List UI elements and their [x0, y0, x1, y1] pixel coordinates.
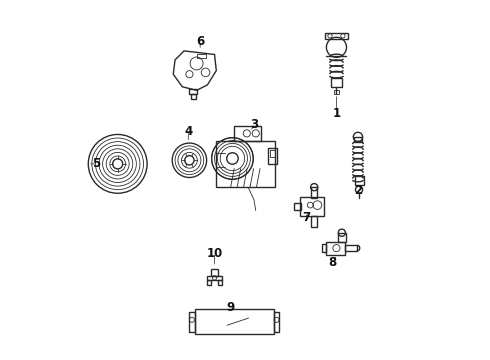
Bar: [207, 276, 222, 280]
Bar: [195, 310, 274, 334]
Bar: [345, 245, 357, 251]
Text: 2: 2: [354, 184, 362, 197]
Bar: [270, 149, 275, 157]
Bar: [269, 148, 277, 164]
Bar: [338, 233, 346, 242]
Bar: [354, 137, 362, 142]
Bar: [294, 203, 300, 211]
Bar: [322, 244, 326, 252]
Bar: [326, 242, 345, 255]
Bar: [190, 89, 197, 94]
Text: 5: 5: [92, 157, 100, 170]
Polygon shape: [173, 51, 216, 90]
Text: 6: 6: [196, 35, 204, 49]
Bar: [211, 269, 218, 276]
Bar: [311, 216, 318, 226]
Bar: [300, 197, 323, 216]
Bar: [355, 176, 364, 185]
Bar: [207, 280, 211, 285]
Bar: [274, 312, 279, 332]
Bar: [189, 312, 195, 332]
Bar: [331, 78, 342, 87]
Text: 10: 10: [206, 247, 222, 260]
Text: 9: 9: [226, 301, 235, 314]
Text: 7: 7: [302, 211, 310, 224]
Bar: [325, 33, 348, 39]
Bar: [234, 126, 261, 140]
Bar: [216, 140, 275, 187]
Text: 1: 1: [332, 107, 341, 120]
Bar: [191, 94, 196, 99]
Text: 8: 8: [329, 256, 337, 269]
Bar: [311, 187, 318, 198]
Text: 3: 3: [250, 118, 258, 131]
Bar: [334, 90, 339, 94]
Bar: [196, 54, 205, 58]
Bar: [218, 280, 222, 285]
Text: 4: 4: [184, 125, 193, 138]
